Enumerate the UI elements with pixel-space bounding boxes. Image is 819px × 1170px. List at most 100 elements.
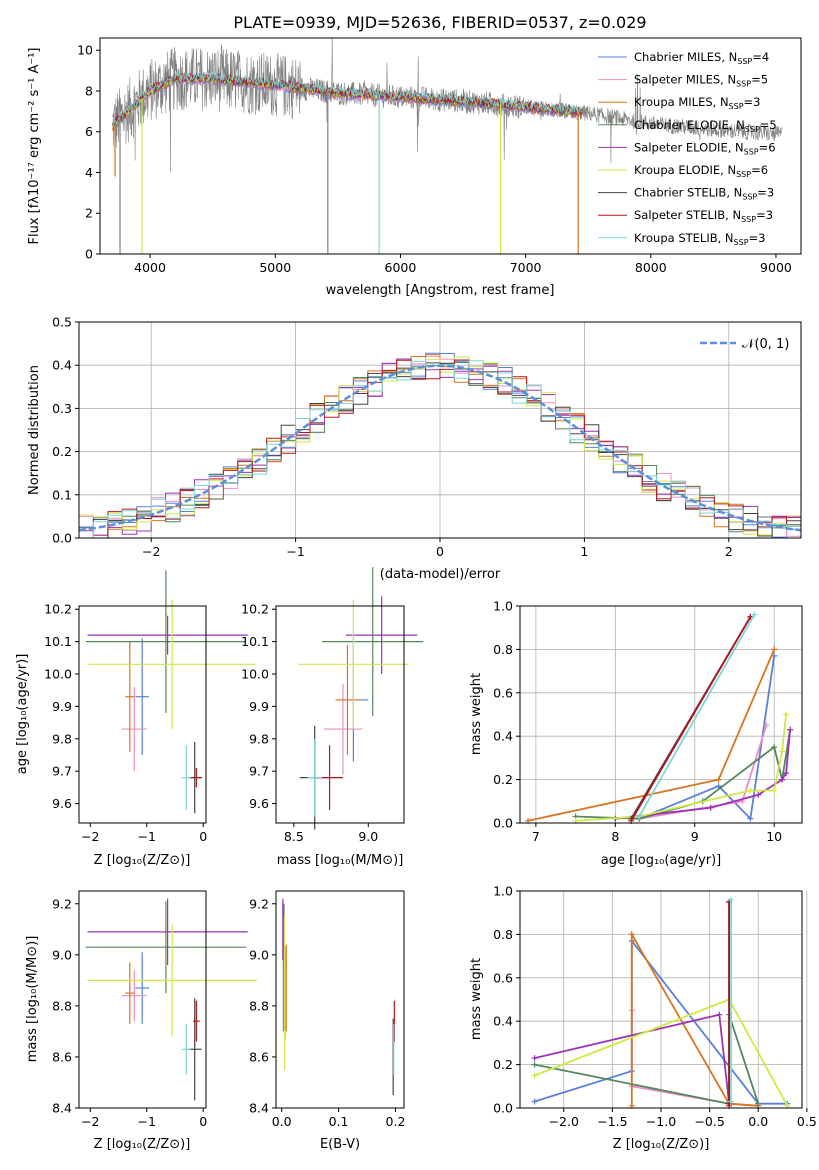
weight-vs-z-marker xyxy=(531,1098,538,1105)
weight-vs-age-marker xyxy=(771,646,778,653)
residual-xtick-label: 1 xyxy=(580,544,588,559)
residual-xtick-label: 2 xyxy=(725,544,733,559)
spectrum-plot-area xyxy=(112,38,783,254)
spectrum-ticks: 4000 5000 6000 7000 8000 9000 0 2 4 6 8 10 xyxy=(77,43,792,275)
weight-vs-z-xtick-label: 0.0 xyxy=(748,1114,768,1129)
weight-vs-age-marker xyxy=(787,726,794,733)
mass-vs-ebv-ytick-label: 8.4 xyxy=(249,1101,269,1116)
age-vs-mass-ytick-label: 9.8 xyxy=(249,731,269,746)
age-vs-z-content xyxy=(85,570,257,814)
spectrum-xtick-label: 8000 xyxy=(635,260,667,275)
weight-vs-z-xtick-label: −1.5 xyxy=(597,1114,627,1129)
age-vs-mass-xtick-label: 8.5 xyxy=(284,829,304,844)
mass-vs-ebv-ytick-label: 9.0 xyxy=(249,947,269,962)
spectrum-ylabel: Flux [fλ10⁻¹⁷ erg cm⁻² s⁻¹ A⁻¹] xyxy=(27,48,42,245)
weight-vs-z-marker xyxy=(531,1055,538,1062)
residual-xtick-label: −1 xyxy=(286,544,304,559)
weight-vs-age-series-line xyxy=(575,729,791,820)
weight-vs-z-xlabel: Z [log₁₀(Z/Z⊙)] xyxy=(613,1137,710,1152)
weight-vs-age-marker xyxy=(779,748,786,755)
mass-vs-ebv-ytick-label: 8.8 xyxy=(249,998,269,1013)
age-vs-mass-ytick-label: 10.1 xyxy=(241,634,269,649)
residual-ytick-label: 0.1 xyxy=(52,487,72,502)
mass-vs-z-xtick-label: 0 xyxy=(199,1114,207,1129)
weight-vs-z-panel: −2.0 −1.5 −1.0 −0.5 0.0 0.5 0.0 0.2 0.4 0.6 0.8 1.0… xyxy=(469,884,817,1153)
residual-ytick-label: 0.4 xyxy=(52,358,72,373)
mass-vs-z-ytick-label: 8.4 xyxy=(52,1101,72,1116)
weight-vs-age-marker xyxy=(707,804,714,811)
weight-vs-age-ticks: 7 8 9 10 0.0 0.2 0.4 0.6 0.8 1.0 xyxy=(493,599,782,845)
age-vs-z-ytick-label: 10.2 xyxy=(44,602,72,617)
weight-vs-age-ytick-label: 0.8 xyxy=(493,642,513,657)
mass-vs-z-xtick-label: −2 xyxy=(81,1114,99,1129)
residual-ytick-label: 0.0 xyxy=(52,531,72,546)
weight-vs-age-xlabel: age [log₁₀(age/yr)] xyxy=(601,853,722,868)
residual-ytick-label: 0.3 xyxy=(52,401,72,416)
weight-vs-age-marker xyxy=(747,815,754,822)
weight-vs-age-series-line xyxy=(615,729,791,820)
weight-vs-z-ytick-label: 1.0 xyxy=(493,884,513,899)
age-vs-mass-xlabel: mass [log₁₀(M/M⊙)] xyxy=(277,853,404,868)
residual-ytick-label: 0.5 xyxy=(52,315,72,330)
weight-vs-z-ytick-label: 0.4 xyxy=(493,1014,513,1029)
weight-vs-age-marker xyxy=(763,722,770,729)
weight-vs-age-xtick-label: 10 xyxy=(766,829,782,844)
weight-vs-age-marker xyxy=(755,791,762,798)
legend-entry: Kroupa ELODIE, NSSP=6 xyxy=(634,163,768,179)
mass-vs-ebv-ytick-label: 8.6 xyxy=(249,1049,269,1064)
residual-content xyxy=(79,321,801,539)
weight-vs-age-panel: 7 8 9 10 0.0 0.2 0.4 0.6 0.8 1.0 age [log₁₀(age/y… xyxy=(469,599,803,868)
age-vs-z-xtick-label: −2 xyxy=(81,829,99,844)
age-vs-z-ytick-label: 9.6 xyxy=(52,796,72,811)
weight-vs-z-xtick-label: 0.5 xyxy=(797,1114,817,1129)
age-vs-mass-frame xyxy=(275,605,405,824)
weight-vs-age-marker xyxy=(783,711,790,718)
weight-vs-z-ticks: −2.0 −1.5 −1.0 −0.5 0.0 0.5 0.0 0.2 0.4 0.6 0.8 1.0 xyxy=(493,884,817,1130)
gaussian-legend-label: 𝒩(0, 1) xyxy=(742,337,789,352)
mass-vs-z-ytick-label: 9.0 xyxy=(52,947,72,962)
age-vs-mass-ytick-label: 10.2 xyxy=(241,602,269,617)
weight-vs-z-marker xyxy=(755,1100,762,1107)
weight-vs-z-ytick-label: 0.0 xyxy=(493,1101,513,1116)
residual-xlabel: (data-model)/error xyxy=(380,567,501,582)
age-vs-z-ytick-label: 10.1 xyxy=(44,634,72,649)
age-vs-z-ytick-label: 9.7 xyxy=(52,764,72,779)
mass-vs-ebv-frame xyxy=(275,890,405,1109)
residual-panel: −2 −1 0 1 2 0.0 0.1 0.2 0.3 0.4 0.5 𝒩(0, 1) (data-… xyxy=(27,315,802,582)
mass-vs-ebv-xtick-label: 0.2 xyxy=(386,1114,406,1129)
mass-vs-ebv-xtick-label: 0.0 xyxy=(272,1114,292,1129)
weight-vs-z-ytick-label: 0.6 xyxy=(493,970,513,985)
weight-vs-z-marker xyxy=(728,1098,735,1105)
weight-vs-z-marker xyxy=(531,1072,538,1079)
weight-vs-z-xtick-label: −1.0 xyxy=(646,1114,676,1129)
weight-vs-age-frame xyxy=(519,605,803,824)
age-vs-z-ticks: −2 −1 0 9.6 9.7 9.8 9.9 10.0 10.1 10.2 xyxy=(44,602,207,844)
gaussian-curve xyxy=(79,364,801,532)
age-vs-mass-ytick-label: 9.6 xyxy=(249,796,269,811)
residual-ylabel: Normed distribution xyxy=(27,365,42,495)
age-vs-z-frame xyxy=(78,605,207,824)
weight-vs-age-marker xyxy=(771,787,778,794)
mass-vs-ebv-ticks: 0.0 0.1 0.2 8.4 8.6 8.8 9.0 9.2 xyxy=(249,896,405,1129)
figure-title: PLATE=0939, MJD=52636, FIBERID=0537, z=0… xyxy=(233,13,646,32)
weight-vs-age-ytick-label: 0.2 xyxy=(493,772,513,787)
age-vs-z-xtick-label: −1 xyxy=(138,829,156,844)
weight-vs-z-xtick-label: −0.5 xyxy=(694,1114,724,1129)
legend-entry: Salpeter STELIB, NSSP=3 xyxy=(634,208,773,224)
weight-vs-age-xtick-label: 8 xyxy=(611,829,619,844)
weight-vs-z-xtick-label: −2.0 xyxy=(549,1114,579,1129)
legend-entry: Chabrier STELIB, NSSP=3 xyxy=(634,186,774,202)
mass-vs-z-ytick-label: 8.8 xyxy=(52,998,72,1013)
residual-histogram xyxy=(79,352,801,538)
weight-vs-age-marker xyxy=(771,744,778,751)
spectrum-xtick-label: 5000 xyxy=(259,260,291,275)
model-spectrum-line xyxy=(112,70,582,125)
mass-vs-z-ytick-label: 8.6 xyxy=(52,1049,72,1064)
spectrum-ytick-label: 0 xyxy=(85,247,93,262)
spectrum-legend: Chabrier MILES, NSSP=4 Salpeter MILES, NS… xyxy=(598,50,777,247)
weight-vs-z-series-line xyxy=(630,1010,759,1107)
residual-ticks: −2 −1 0 1 2 0.0 0.1 0.2 0.3 0.4 0.5 xyxy=(52,315,733,560)
weight-vs-z-ytick-label: 0.2 xyxy=(493,1057,513,1072)
mass-vs-z-ylabel: mass [log₁₀(M/M⊙)] xyxy=(25,936,40,1063)
weight-vs-age-marker xyxy=(779,776,786,783)
